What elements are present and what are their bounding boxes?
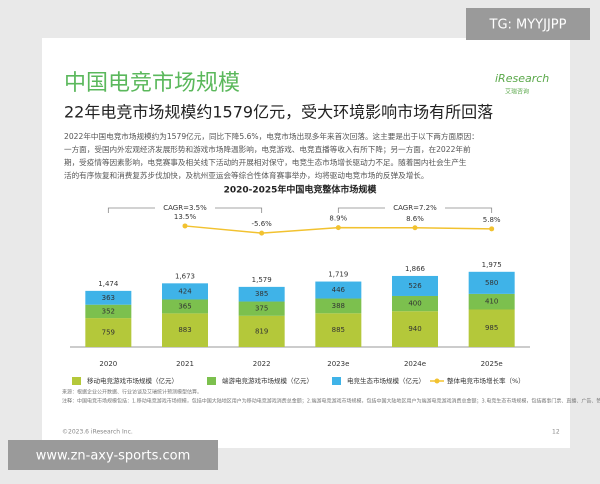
bar-segment	[392, 275, 438, 296]
legend-label: 整体电竞市场增长率（%）	[447, 376, 525, 385]
paragraph-line: 活的有序恢复和消费复苏步伐加快，及杭州亚运会等综合性体育赛事举办，均将驱动电竞市…	[64, 170, 429, 180]
total-label: 1,474	[98, 280, 119, 288]
legend-label: 电竞生态市场规模（亿元）	[347, 376, 425, 385]
value-label: 940	[408, 325, 421, 333]
legend-swatch	[72, 377, 81, 385]
x-tick-label: 2025e	[481, 360, 503, 368]
page-number: 12	[552, 429, 560, 436]
x-tick-label: 2024e	[404, 360, 426, 368]
value-label: 885	[332, 326, 345, 334]
bar-segment	[162, 313, 208, 347]
value-label: 400	[408, 300, 421, 308]
bar-segment	[315, 281, 362, 299]
bar-segment	[85, 290, 132, 305]
bar-segment	[85, 318, 132, 347]
value-label: 375	[255, 305, 268, 313]
growth-label: 8.6%	[406, 215, 424, 223]
value-label: 580	[485, 279, 498, 287]
total-label: 1,579	[252, 276, 272, 284]
total-label: 1,866	[405, 265, 426, 273]
growth-point	[412, 225, 418, 231]
growth-point	[259, 230, 265, 236]
total-label: 1,719	[328, 271, 348, 279]
paragraph-line: 期，受疫情等因素影响，电竞赛事及相关线下活动的开展相对保守，电竞生态市场增长驱动…	[64, 157, 467, 167]
paragraph-line: 一方面，受国内外宏观经济发展形势和游戏市场降温影响，电竞游戏、电竞直播等收入有所…	[64, 144, 471, 154]
copyright: ©2023.6 iResearch Inc.	[62, 429, 133, 436]
slide	[42, 38, 570, 448]
bar-segment	[162, 299, 208, 314]
growth-label: -5.6%	[252, 220, 273, 228]
growth-point	[489, 226, 495, 232]
value-label: 424	[178, 287, 192, 295]
value-label: 819	[255, 327, 268, 335]
x-tick-label: 2023e	[327, 360, 349, 368]
growth-point	[335, 225, 341, 231]
cagr-bracket	[337, 207, 493, 213]
chart-title: 2020-2025年中国电竞整体市场规模	[224, 184, 378, 196]
value-label: 759	[102, 329, 115, 337]
x-tick-label: 2021	[176, 360, 194, 368]
logo: iResearch	[495, 72, 549, 85]
cagr-bracket	[107, 207, 263, 213]
logo-sub: 艾瑞咨询	[505, 88, 529, 96]
bar-segment	[468, 293, 515, 310]
watermark-box	[466, 8, 590, 40]
bar-segment	[315, 298, 362, 314]
note: 注释：中国电竞市场规模包括：1.移动电竞游戏市场规模，包括中国大陆地区用户为移动…	[62, 398, 600, 405]
value-label: 385	[255, 290, 268, 298]
bar-segment	[85, 304, 132, 319]
bar-segment	[315, 313, 362, 347]
cagr-label: CAGR=3.5%	[163, 204, 207, 212]
x-tick-label: 2022	[253, 360, 271, 368]
legend-label: 端游电竞游戏市场规模（亿元）	[222, 376, 313, 385]
growth-point	[182, 223, 188, 229]
value-label: 365	[178, 302, 191, 310]
legend-swatch	[332, 377, 341, 385]
value-label: 985	[485, 324, 498, 332]
value-label: 410	[485, 298, 498, 306]
growth-label: 5.8%	[483, 216, 501, 224]
legend-dot	[434, 378, 440, 384]
total-label: 1,975	[482, 261, 502, 269]
cagr-label: CAGR=7.2%	[393, 204, 437, 212]
growth-label: 8.9%	[329, 215, 347, 223]
watermark: www.zn-axy-sports.com	[36, 449, 191, 464]
value-label: 388	[332, 302, 345, 310]
legend-swatch	[207, 377, 216, 385]
paragraph-line: 2022年中国电竞市场规模约为1579亿元，同比下降5.6%，电竞市场出现多年来…	[64, 131, 479, 141]
bar-segment	[238, 315, 285, 347]
total-label: 1,673	[175, 272, 195, 280]
legend-label: 移动电竞游戏市场规模（亿元）	[87, 376, 178, 385]
bar-segment	[238, 301, 285, 316]
bar-segment	[162, 283, 208, 300]
watermark: TG: MYYJJPP	[489, 18, 567, 33]
subtitle: 22年电竞市场规模约1579亿元，受大环境影响市场有所回落	[64, 103, 493, 122]
bar-segment	[468, 271, 515, 294]
bar-segment	[468, 309, 515, 347]
value-label: 352	[102, 307, 115, 315]
value-label: 363	[102, 294, 115, 302]
value-label: 883	[178, 326, 191, 334]
bar-segment	[392, 295, 438, 312]
title: 中国电竞市场规模	[64, 71, 240, 96]
value-label: 526	[408, 282, 422, 290]
note: 来源：根据企业公开数据、行业访谈及艾瑞统计预测模型估算。	[62, 389, 202, 396]
watermark-box	[8, 440, 218, 470]
x-tick-label: 2020	[99, 360, 117, 368]
value-label: 446	[332, 286, 346, 294]
growth-label: 13.5%	[174, 213, 197, 221]
bar-segment	[392, 311, 438, 347]
bar-segment	[238, 286, 285, 302]
